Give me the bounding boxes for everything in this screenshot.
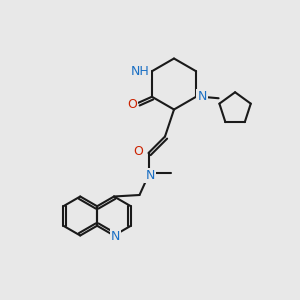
Text: O: O	[127, 98, 137, 111]
Text: NH: NH	[131, 65, 149, 78]
Text: N: N	[111, 230, 120, 244]
Text: N: N	[198, 90, 207, 103]
Text: O: O	[133, 145, 143, 158]
Text: N: N	[145, 169, 155, 182]
